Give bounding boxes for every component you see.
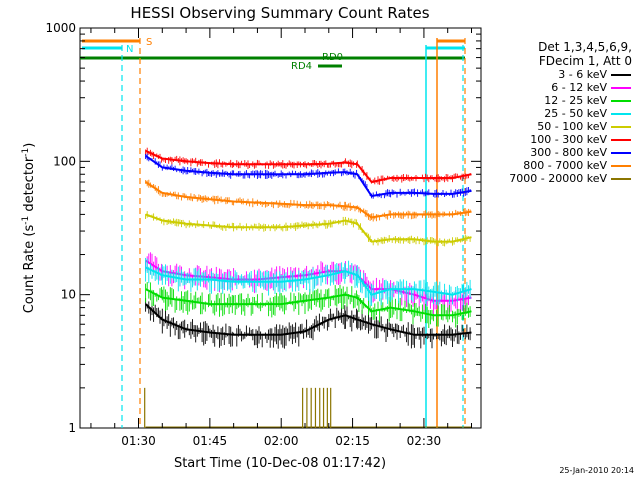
x-tick-label: 02:30	[407, 434, 442, 448]
flags-layer	[80, 38, 466, 428]
series-7	[145, 179, 472, 222]
x-tick-label: 02:00	[264, 434, 299, 448]
legend-label: 100 - 300 keV	[530, 133, 607, 146]
x-tick-label: 01:30	[121, 434, 156, 448]
legend-item: 300 - 800 keV	[470, 146, 635, 159]
legend-label: 7000 - 20000 keV	[509, 172, 607, 185]
legend-label: 6 - 12 keV	[551, 81, 607, 94]
legend-swatch	[611, 165, 631, 167]
y-axis-label-sup2: -1	[21, 148, 31, 157]
legend-label: 3 - 6 keV	[558, 68, 607, 81]
annotation-rd0: RD0	[322, 52, 343, 63]
series-0	[144, 298, 472, 349]
legend-swatch	[611, 178, 631, 180]
legend-item: 7000 - 20000 keV	[470, 172, 635, 185]
legend-item: 25 - 50 keV	[470, 107, 635, 120]
legend-item: 800 - 7000 keV	[470, 159, 635, 172]
legend-header-2: FDecim 1, Att 0	[538, 54, 632, 68]
series-3	[145, 257, 472, 306]
plot-frame	[79, 27, 482, 429]
legend-swatch	[611, 126, 631, 128]
legend-item: 100 - 300 keV	[470, 133, 635, 146]
legend-swatch	[611, 100, 631, 102]
y-axis-label-mid: detector	[22, 156, 37, 216]
legend-label: 12 - 25 keV	[544, 94, 607, 107]
y-tick-label: 10	[61, 288, 76, 302]
series-5	[145, 147, 472, 185]
ticks-layer: 1 10 100 1000 01:30 01:45 02:00 02:15 02:30	[45, 21, 481, 448]
y-axis-label-sup1: -1	[21, 216, 31, 225]
legend-item: 6 - 12 keV	[470, 81, 635, 94]
y-axis-label-end: )	[22, 143, 37, 148]
series-2	[145, 282, 472, 328]
x-tick-label: 02:15	[335, 434, 370, 448]
legend-swatch	[611, 152, 631, 154]
legend-header-1: Det 1,3,4,5,6,9,	[538, 40, 632, 54]
legend-item: 12 - 25 keV	[470, 94, 635, 107]
legend-label: 25 - 50 keV	[544, 107, 607, 120]
legend-label: 800 - 7000 keV	[523, 159, 607, 172]
annotation-s: S	[146, 37, 152, 48]
series-6	[145, 153, 472, 199]
y-tick-label: 100	[53, 154, 76, 168]
chart-title: HESSI Observing Summary Count Rates	[130, 4, 429, 22]
annotation-n: N	[126, 44, 133, 55]
legend-swatch	[611, 113, 631, 115]
legend-swatch	[611, 139, 631, 141]
timestamp: 25-Jan-2010 20:14	[559, 466, 634, 475]
legend-item: 50 - 100 keV	[470, 120, 635, 133]
series-line	[145, 181, 472, 219]
annotation-rd4: RD4	[291, 61, 312, 72]
x-tick-label: 01:45	[193, 434, 228, 448]
series-8	[144, 387, 472, 428]
legend-label: 50 - 100 keV	[537, 120, 607, 133]
y-tick-label: 1000	[45, 21, 76, 35]
y-axis-label-main: Count Rate (s	[22, 225, 37, 314]
legend-label: 300 - 800 keV	[530, 146, 607, 159]
series-layer	[144, 147, 472, 428]
x-axis-label: Start Time (10-Dec-08 01:17:42)	[174, 456, 386, 471]
legend-swatch	[611, 74, 631, 76]
legend-item: 3 - 6 keV	[470, 68, 635, 81]
series-4	[145, 211, 472, 247]
y-axis-label: Count Rate (s-1 detector-1)	[21, 143, 37, 314]
y-tick-label: 1	[68, 421, 76, 435]
legend-swatch	[611, 87, 631, 89]
